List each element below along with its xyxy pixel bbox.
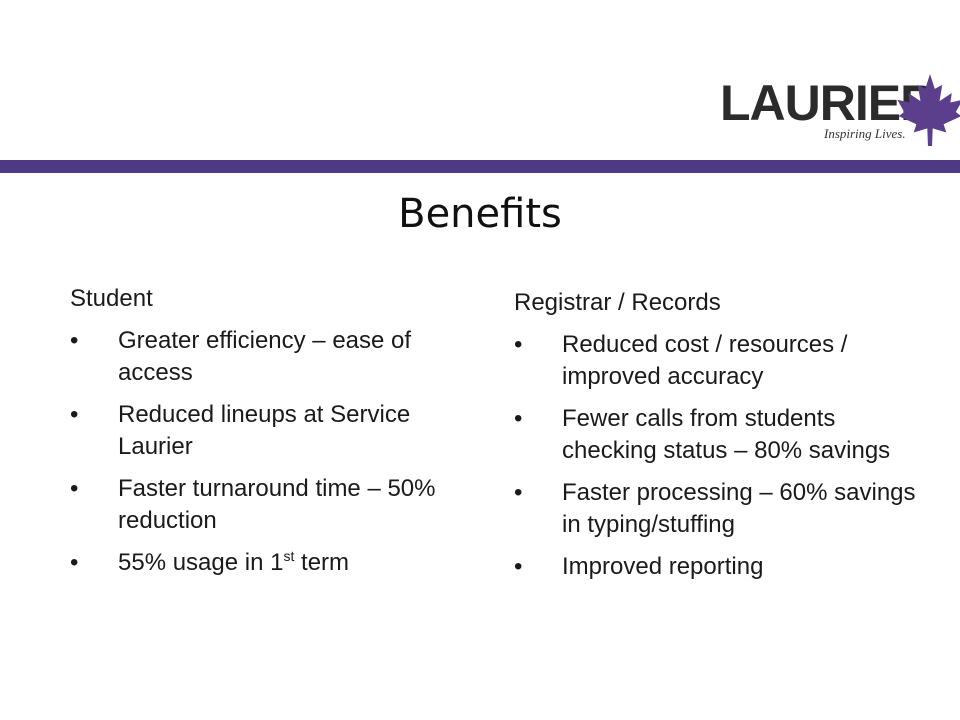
registrar-column: Registrar / Records Reduced cost / resou… xyxy=(514,287,934,593)
logo-tagline: Inspiring Lives. xyxy=(824,126,906,141)
slide-title: Benefits xyxy=(398,191,562,237)
list-item: Faster turnaround time – 50% reduction xyxy=(70,473,450,537)
laurier-logo: LAURIER Inspiring Lives. xyxy=(720,73,960,150)
list-item: Reduced lineups at Service Laurier xyxy=(70,399,450,463)
list-item: 55% usage in 1st term xyxy=(70,547,450,579)
header-divider xyxy=(0,160,960,173)
student-column: Student Greater efficiency – ease of acc… xyxy=(70,283,450,589)
list-item: Fewer calls from students checking statu… xyxy=(514,403,934,467)
list-item: Greater efficiency – ease of access xyxy=(70,325,450,389)
usage-suffix: term xyxy=(294,549,350,576)
ordinal-suffix: st xyxy=(283,548,295,564)
list-item: Reduced cost / resources / improved accu… xyxy=(514,329,934,393)
registrar-list: Reduced cost / resources / improved accu… xyxy=(514,329,934,583)
list-item: Faster processing – 60% savings in typin… xyxy=(514,477,934,541)
list-item: Improved reporting xyxy=(514,551,934,583)
registrar-heading: Registrar / Records xyxy=(514,289,721,316)
maple-leaf-icon xyxy=(897,73,960,147)
student-heading: Student xyxy=(70,285,153,312)
usage-prefix: 55% usage in 1 xyxy=(118,549,284,576)
student-list: Greater efficiency – ease of access Redu… xyxy=(70,325,450,579)
